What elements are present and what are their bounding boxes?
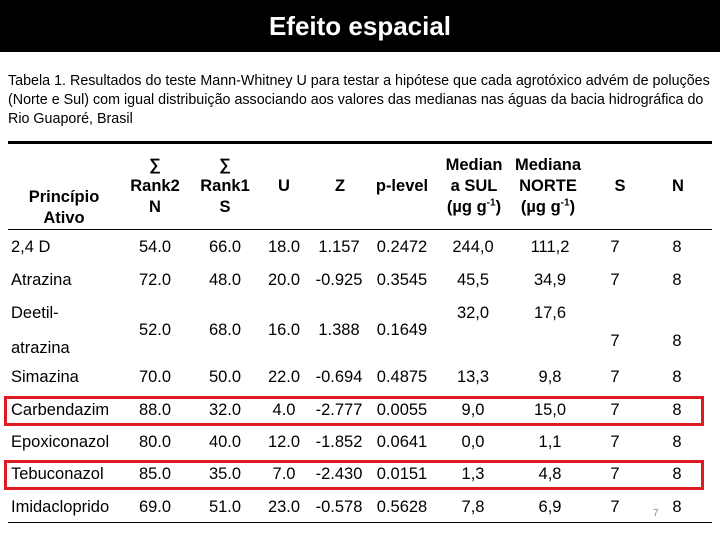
header-mediana-norte: Mediana NORTE (µg g-1) xyxy=(514,156,582,216)
cell-z: -0.925 xyxy=(315,271,363,289)
cell-p: 0.0641 xyxy=(376,433,428,451)
cell-med-sul: 13,3 xyxy=(456,368,490,386)
cell-n: 8 xyxy=(672,498,682,516)
row-name: Imidacloprido xyxy=(11,498,110,516)
cell-u: 23.0 xyxy=(267,498,301,516)
cell-z: -2.430 xyxy=(315,465,363,483)
header-bottom-rule xyxy=(8,229,712,230)
cell-med-norte: 1,1 xyxy=(538,433,562,451)
row-name: 2,4 D xyxy=(11,238,51,256)
cell-rank2: 72.0 xyxy=(138,271,172,289)
cell-med-norte: 4,8 xyxy=(538,465,562,483)
cell-u: 20.0 xyxy=(267,271,301,289)
cell-n: 8 xyxy=(672,368,682,386)
cell-n: 8 xyxy=(672,271,682,289)
row-name: Deetil- xyxy=(11,304,59,322)
cell-s: 7 xyxy=(610,271,620,289)
cell-z: -1.852 xyxy=(315,433,363,451)
highlight-box-tebuconazol xyxy=(4,460,704,490)
cell-z: 1.388 xyxy=(318,321,360,339)
header-rank1-s: ∑ Rank1 S xyxy=(200,156,250,216)
cell-rank1: 50.0 xyxy=(208,368,242,386)
cell-s: 7 xyxy=(610,465,620,483)
cell-p: 0.0055 xyxy=(376,401,428,419)
cell-rank1: 40.0 xyxy=(208,433,242,451)
header-median-sul: Median a SUL (µg g-1) xyxy=(445,156,503,216)
row-name: Tebuconazol xyxy=(11,465,104,483)
cell-rank2: 80.0 xyxy=(138,433,172,451)
cell-med-norte: 15,0 xyxy=(533,401,567,419)
cell-n: 8 xyxy=(672,332,682,350)
cell-rank2: 52.0 xyxy=(138,321,172,339)
cell-n: 8 xyxy=(672,401,682,419)
cell-rank2: 69.0 xyxy=(138,498,172,516)
cell-rank1: 32.0 xyxy=(208,401,242,419)
cell-med-sul: 0,0 xyxy=(461,433,485,451)
row-name: Simazina xyxy=(11,368,79,386)
cell-n: 8 xyxy=(672,238,682,256)
cell-med-sul: 32,0 xyxy=(456,304,490,322)
row-name: Epoxiconazol xyxy=(11,433,110,451)
cell-med-sul: 244,0 xyxy=(452,238,494,256)
header-u: U xyxy=(278,177,290,195)
cell-n: 8 xyxy=(672,465,682,483)
cell-med-norte: 111,2 xyxy=(530,238,570,256)
cell-u: 22.0 xyxy=(267,368,301,386)
cell-p: 0.1649 xyxy=(376,321,428,339)
cell-rank1: 35.0 xyxy=(208,465,242,483)
cell-s: 7 xyxy=(610,332,620,350)
header-n: N xyxy=(672,177,684,195)
slide-title: Efeito espacial xyxy=(0,0,720,52)
cell-med-sul: 9,0 xyxy=(461,401,485,419)
cell-rank1: 48.0 xyxy=(208,271,242,289)
cell-n: 8 xyxy=(672,433,682,451)
header-s: S xyxy=(614,177,626,195)
cell-med-sul: 45,5 xyxy=(456,271,490,289)
row-name: Carbendazim xyxy=(11,401,110,419)
cell-rank2: 88.0 xyxy=(138,401,172,419)
row-name: Atrazina xyxy=(11,271,72,289)
cell-p: 0.3545 xyxy=(376,271,428,289)
cell-p: 0.5628 xyxy=(376,498,428,516)
table-top-rule xyxy=(8,141,712,144)
table-bottom-rule xyxy=(8,522,712,523)
header-z: Z xyxy=(334,177,346,195)
cell-rank2: 70.0 xyxy=(138,368,172,386)
cell-med-norte: 9,8 xyxy=(538,368,562,386)
cell-u: 16.0 xyxy=(267,321,301,339)
cell-z: -0.578 xyxy=(315,498,363,516)
cell-p: 0.0151 xyxy=(376,465,428,483)
cell-rank1: 66.0 xyxy=(208,238,242,256)
cell-med-sul: 1,3 xyxy=(461,465,485,483)
cell-med-norte: 34,9 xyxy=(533,271,567,289)
cell-med-norte: 6,9 xyxy=(538,498,562,516)
cell-rank2: 54.0 xyxy=(138,238,172,256)
cell-z: -0.694 xyxy=(315,368,363,386)
cell-med-sul: 7,8 xyxy=(461,498,485,516)
cell-u: 12.0 xyxy=(267,433,301,451)
header-rank2-n: ∑ Rank2 N xyxy=(130,156,180,216)
cell-s: 7 xyxy=(610,238,620,256)
cell-z: 1.157 xyxy=(318,238,360,256)
slide-number: 7 xyxy=(653,508,659,519)
highlight-box-carbendazim xyxy=(4,396,704,426)
cell-p: 0.4875 xyxy=(376,368,428,386)
cell-rank1: 51.0 xyxy=(208,498,242,516)
cell-rank2: 85.0 xyxy=(138,465,172,483)
cell-rank1: 68.0 xyxy=(208,321,242,339)
cell-u: 4.0 xyxy=(272,401,296,419)
table-caption: Tabela 1. Resultados do teste Mann-Whitn… xyxy=(8,73,710,127)
cell-s: 7 xyxy=(610,498,620,516)
cell-p: 0.2472 xyxy=(376,238,428,256)
row-name: atrazina xyxy=(11,339,70,357)
cell-s: 7 xyxy=(610,368,620,386)
cell-z: -2.777 xyxy=(315,401,363,419)
cell-s: 7 xyxy=(610,433,620,451)
header-principio-ativo: Princípio Ativo xyxy=(28,188,100,227)
cell-u: 7.0 xyxy=(272,465,296,483)
cell-med-norte: 17,6 xyxy=(533,304,567,322)
cell-s: 7 xyxy=(610,401,620,419)
header-p-level: p-level xyxy=(375,177,429,195)
cell-u: 18.0 xyxy=(267,238,301,256)
